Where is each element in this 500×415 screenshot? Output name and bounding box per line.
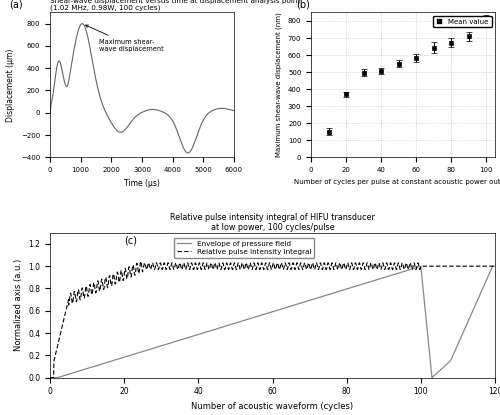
Legend: Envelope of pressure field, Relative pulse intensity integral: Envelope of pressure field, Relative pul… <box>174 238 314 258</box>
Relative pulse intensity integral <box>310 263 316 268</box>
Envelope of pressure field <box>400 269 406 274</box>
Envelope of pressure field <box>330 291 336 296</box>
Text: (a): (a) <box>10 0 23 10</box>
Relative pulse intensity integral <box>377 264 383 269</box>
X-axis label: Number of cycles per pulse at constant acoustic power output: Number of cycles per pulse at constant a… <box>294 178 500 185</box>
Envelope of pressure field <box>70 371 75 376</box>
Line: Relative pulse intensity integral: Relative pulse intensity integral <box>50 261 495 378</box>
Envelope of pressure field <box>310 297 316 302</box>
Y-axis label: Normalized axis (a.u.): Normalized axis (a.u.) <box>14 259 22 352</box>
Line: Envelope of pressure field: Envelope of pressure field <box>50 266 495 378</box>
Relative pulse intensity integral <box>492 264 498 269</box>
Envelope of pressure field <box>208 328 214 333</box>
Relative pulse intensity integral <box>400 266 406 271</box>
Envelope of pressure field <box>492 264 498 269</box>
Relative pulse intensity integral <box>330 262 336 267</box>
Text: (b): (b) <box>296 0 310 10</box>
Y-axis label: Maximum shear-wave displacement (nm): Maximum shear-wave displacement (nm) <box>276 12 282 157</box>
Text: Maximum shear-
wave displacement: Maximum shear- wave displacement <box>86 25 164 52</box>
Text: (c): (c) <box>124 236 137 246</box>
Text: Shear-wave displacement versus time at displacement analysis point
(1.02 MHz, 0.: Shear-wave displacement versus time at d… <box>50 0 300 11</box>
Relative pulse intensity integral <box>47 375 53 380</box>
Relative pulse intensity integral <box>138 259 144 264</box>
Legend: Mean value: Mean value <box>433 16 492 27</box>
Envelope of pressure field <box>47 375 53 380</box>
X-axis label: Time (μs): Time (μs) <box>124 178 160 188</box>
Title: Relative pulse intensity integral of HIFU transducer
at low power, 100 cycles/pu: Relative pulse intensity integral of HIF… <box>170 212 375 232</box>
Relative pulse intensity integral <box>70 301 75 306</box>
Relative pulse intensity integral <box>208 261 214 266</box>
Y-axis label: Displacement (μm): Displacement (μm) <box>6 48 16 122</box>
X-axis label: Number of acoustic waveform (cycles): Number of acoustic waveform (cycles) <box>192 402 354 411</box>
Envelope of pressure field <box>377 276 383 281</box>
Envelope of pressure field <box>490 264 496 269</box>
